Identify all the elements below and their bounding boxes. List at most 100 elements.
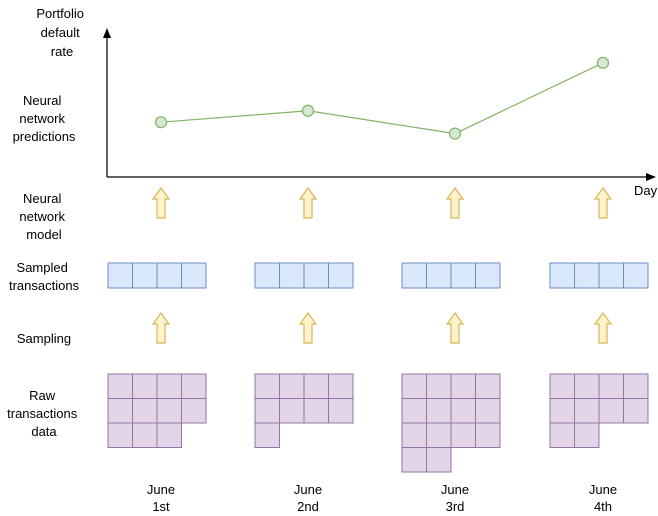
raw-cell [450, 422, 476, 448]
day-label: June 4th [589, 482, 617, 514]
raw-cell [549, 398, 575, 424]
sampled-cell [156, 262, 182, 289]
up-arrow [445, 186, 465, 219]
up-arrow [593, 186, 613, 219]
sampled-cell [181, 262, 207, 289]
raw-cell [328, 398, 354, 424]
raw-cell [623, 373, 649, 399]
raw-cell [107, 373, 133, 399]
day-column: June 3rd [401, 186, 501, 514]
raw-cell [254, 398, 280, 424]
sampled-label: Sampled transactions [9, 260, 80, 293]
sampled-cell [303, 262, 329, 289]
raw-cell [598, 373, 624, 399]
prediction-point [301, 104, 315, 117]
raw-cell [475, 373, 501, 399]
day-columns: June 1st June 2nd June 3rd June 4th [107, 186, 649, 514]
raw-cell [623, 398, 649, 424]
raw-cell [156, 373, 182, 399]
sampled-cell [401, 262, 427, 289]
portfolio-rate-label: Portfolio default rate [36, 6, 87, 59]
up-arrow [151, 186, 171, 219]
sampled-strip [254, 262, 354, 289]
raw-cell [598, 398, 624, 424]
prediction-point [448, 127, 462, 140]
raw-cell [303, 373, 329, 399]
prediction-point [154, 116, 168, 129]
day-label: June 1st [147, 482, 175, 514]
y-axis-arrowhead [103, 28, 111, 38]
day-label: June 3rd [441, 482, 469, 514]
raw-cell [426, 447, 452, 473]
raw-cell [181, 373, 207, 399]
sampled-cell [328, 262, 354, 289]
prediction-point [596, 56, 610, 69]
sampled-strip [549, 262, 649, 289]
chart-axes: Day [103, 28, 658, 198]
raw-cell [254, 422, 280, 448]
raw-cell [132, 422, 158, 448]
sampled-cell [450, 262, 476, 289]
sampling-label: Sampling [17, 331, 71, 346]
raw-cell [328, 373, 354, 399]
raw-cell [132, 373, 158, 399]
raw-cell [549, 373, 575, 399]
raw-cell [475, 398, 501, 424]
up-arrow [593, 311, 613, 344]
raw-cell [426, 422, 452, 448]
x-axis-arrowhead [646, 173, 656, 181]
prediction-series [154, 56, 610, 140]
sampled-cell [549, 262, 575, 289]
raw-cell [254, 373, 280, 399]
day-column: June 1st [107, 186, 207, 514]
raw-cell [401, 422, 427, 448]
raw-cell [279, 373, 305, 399]
raw-cell [549, 422, 575, 448]
raw-cell [401, 398, 427, 424]
raw-grid [401, 373, 501, 473]
raw-grid [254, 373, 354, 448]
raw-cell [401, 373, 427, 399]
raw-cell [181, 398, 207, 424]
raw-label: Raw transactions data [7, 388, 81, 439]
raw-grid [107, 373, 207, 448]
raw-cell [401, 447, 427, 473]
sampled-cell [475, 262, 501, 289]
raw-cell [156, 398, 182, 424]
sampled-cell [623, 262, 649, 289]
up-arrow [151, 311, 171, 344]
sampled-cell [107, 262, 133, 289]
raw-cell [450, 398, 476, 424]
left-labels: Portfolio default rate Neural network pr… [7, 6, 87, 439]
x-axis-label: Day [634, 183, 658, 198]
raw-cell [475, 422, 501, 448]
sampled-cell [598, 262, 624, 289]
raw-cell [450, 373, 476, 399]
sampled-cell [574, 262, 600, 289]
raw-cell [279, 398, 305, 424]
sampled-strip [107, 262, 207, 289]
raw-cell [132, 398, 158, 424]
raw-cell [107, 422, 133, 448]
raw-cell [574, 422, 600, 448]
raw-cell [574, 373, 600, 399]
sampled-strip [401, 262, 501, 289]
raw-cell [107, 398, 133, 424]
up-arrow [298, 311, 318, 344]
prediction-line [160, 62, 604, 135]
raw-grid [549, 373, 649, 448]
up-arrow [298, 186, 318, 219]
raw-cell [574, 398, 600, 424]
sampled-cell [254, 262, 280, 289]
raw-cell [426, 373, 452, 399]
up-arrow [445, 311, 465, 344]
sampled-cell [132, 262, 158, 289]
raw-cell [426, 398, 452, 424]
nn-predictions-label: Neural network predictions [13, 93, 76, 144]
raw-cell [156, 422, 182, 448]
day-column: June 2nd [254, 186, 354, 514]
day-column: June 4th [549, 186, 649, 514]
sampled-cell [279, 262, 305, 289]
raw-cell [303, 398, 329, 424]
